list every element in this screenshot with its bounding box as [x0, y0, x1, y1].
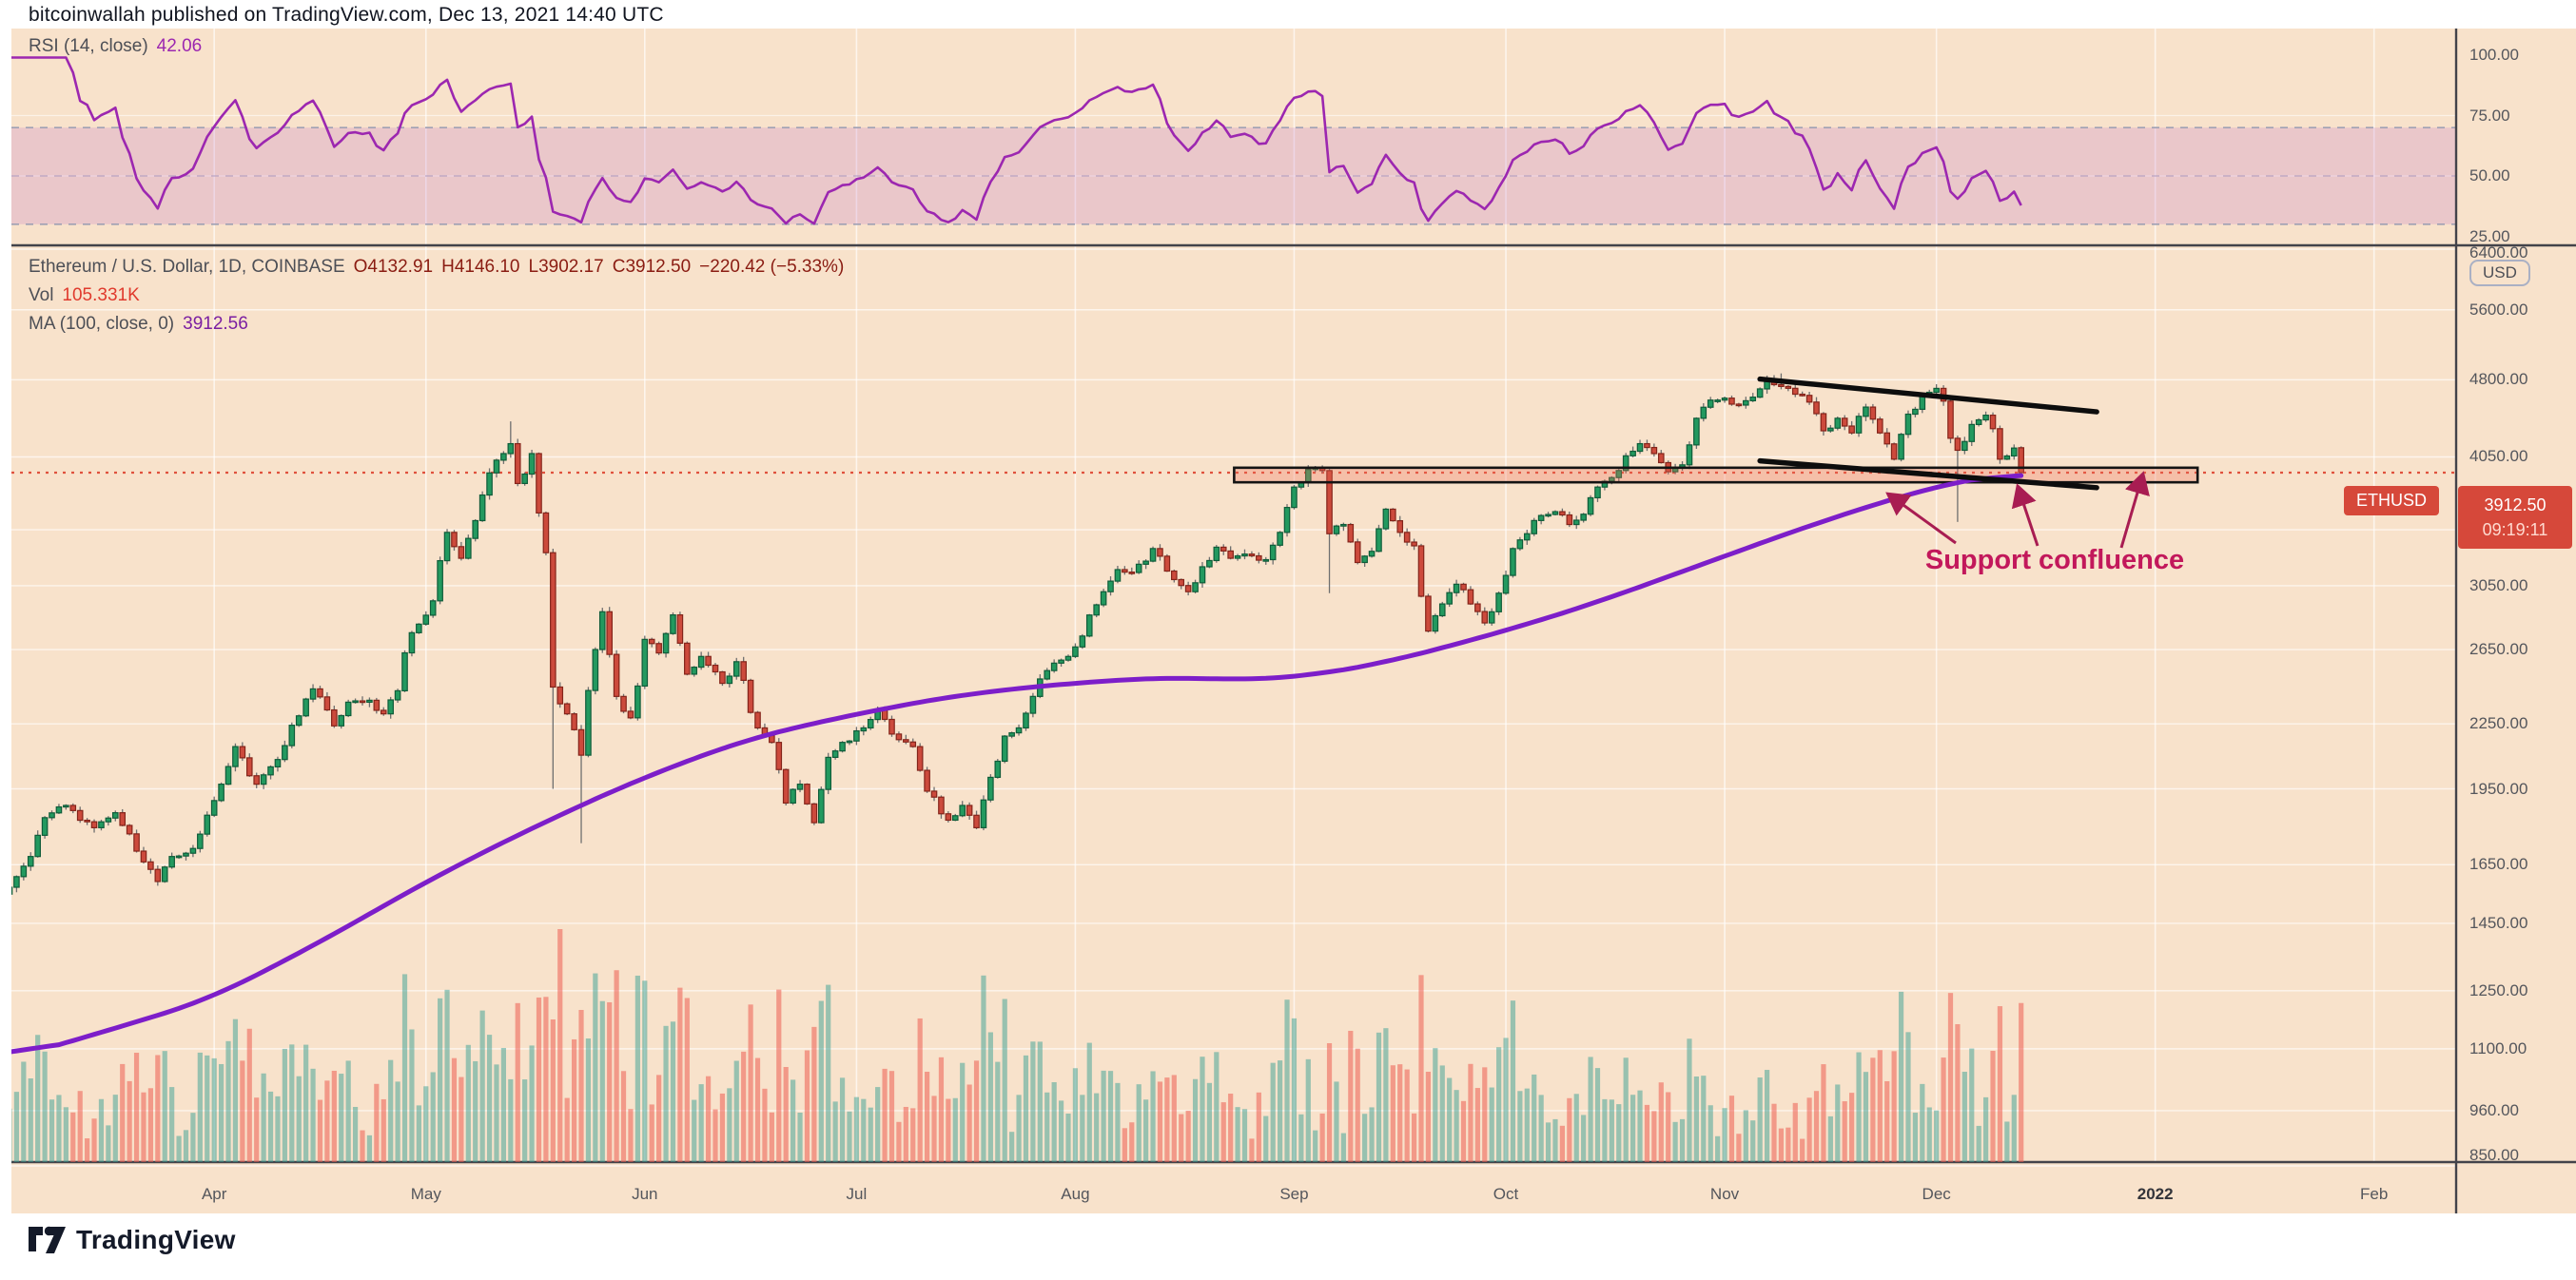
price-axis-label: 960.00	[2469, 1100, 2519, 1119]
time-axis-label-nov: Nov	[1709, 1185, 1740, 1203]
last-price: 3912.50	[2484, 495, 2547, 514]
time-axis-label-jun: Jun	[632, 1185, 658, 1203]
ma-value: 3912.56	[183, 314, 248, 334]
bar-countdown: 09:19:11	[2482, 519, 2548, 539]
rsi-label: RSI (14, close)	[29, 36, 148, 56]
price-axis-label: 3050.00	[2469, 575, 2528, 594]
price-axis-label: 6400.00	[2469, 243, 2528, 262]
volume-label: Vol	[29, 285, 54, 305]
gridlines	[11, 29, 2456, 1167]
time-axis-label-sep: Sep	[1279, 1185, 1309, 1203]
rsi-axis-label: 100.00	[2469, 46, 2519, 64]
time-axis-label-feb: Feb	[2360, 1185, 2389, 1203]
price-axis-label: 1650.00	[2469, 855, 2528, 874]
rsi-pane	[11, 56, 2456, 225]
price-axis-label: 4050.00	[2469, 447, 2528, 466]
price-axis-label: 850.00	[2469, 1146, 2519, 1164]
time-axis[interactable]: Apr May Jun Jul Aug Sep Oct Nov Dec 2022 Feb	[11, 1173, 2456, 1213]
volume-legend: Vol 105.331K	[29, 285, 140, 306]
time-axis-label-apr: Apr	[201, 1185, 227, 1203]
rsi-line	[11, 56, 2022, 225]
ohlc-close: C3912.50	[612, 257, 692, 277]
wedge-upper-trendline[interactable]	[1757, 376, 2099, 415]
time-axis-label-dec: Dec	[1922, 1185, 1951, 1203]
time-axis-label-oct: Oct	[1493, 1185, 1519, 1203]
ohlc-high: H4146.10	[441, 257, 520, 277]
page-title: bitcoinwallah published on TradingView.c…	[29, 4, 664, 26]
price-axis-label: 1450.00	[2469, 913, 2528, 932]
price-axis-label: 4800.00	[2469, 370, 2528, 389]
time-axis-label-2022: 2022	[2137, 1185, 2174, 1203]
tradingview-logo[interactable]: TradingView	[29, 1225, 236, 1255]
time-axis-label-jul: Jul	[846, 1185, 868, 1203]
ohlc-low: L3902.17	[528, 257, 604, 277]
price-axis-label: 1250.00	[2469, 980, 2528, 999]
support-confluence-annotation: Support confluence	[1924, 545, 2185, 575]
price-axis-label: 1950.00	[2469, 779, 2528, 798]
ma-100-line	[11, 473, 2024, 1055]
time-axis-label-aug: Aug	[1061, 1185, 1090, 1203]
volume-value: 105.331K	[62, 285, 140, 305]
ma-legend: MA (100, close, 0) 3912.56	[29, 314, 248, 335]
price-axis-label: 5600.00	[2469, 300, 2528, 319]
symbol-legend: Ethereum / U.S. Dollar, 1D, COINBASE O41…	[29, 257, 844, 278]
chart-canvas[interactable]	[11, 29, 2576, 1213]
currency-badge: USD	[2469, 260, 2530, 286]
ohlc-open: O4132.91	[353, 257, 434, 277]
volume-bars	[11, 929, 2024, 1162]
support-zone-rect[interactable]	[1233, 466, 2199, 484]
last-price-badge: 3912.50 09:19:11	[2458, 485, 2572, 549]
tradingview-logo-icon	[29, 1226, 66, 1253]
time-axis-label-may: May	[410, 1185, 441, 1203]
tradingview-logo-text: TradingView	[76, 1225, 236, 1254]
price-axis-label: 2650.00	[2469, 640, 2528, 659]
rsi-axis-label: 75.00	[2469, 106, 2510, 125]
ma-label: MA (100, close, 0)	[29, 314, 175, 334]
rsi-axis-label: 50.00	[2469, 166, 2510, 184]
ethusd-price-line-label: ETHUSD	[2344, 485, 2439, 515]
annotation-arrows	[1885, 471, 2150, 549]
symbol-name: Ethereum / U.S. Dollar, 1D, COINBASE	[29, 257, 345, 277]
candlestick-series	[11, 373, 2025, 895]
price-axis[interactable]: 100.00 75.00 50.00 25.00 6400.00 5600.00 4800.…	[2456, 29, 2576, 1213]
price-axis-label: 1100.00	[2469, 1038, 2527, 1057]
rsi-axis-label: 25.00	[2469, 226, 2510, 245]
price-axis-label: 2250.00	[2469, 714, 2528, 733]
chart-area[interactable]: RSI (14, close) 42.06 Ethereum / U.S. Do…	[11, 29, 2576, 1213]
rsi-legend: RSI (14, close) 42.06	[29, 36, 202, 57]
rsi-value: 42.06	[156, 36, 203, 56]
wedge-lower-trendline[interactable]	[1757, 457, 2099, 491]
ohlc-change: −220.42 (−5.33%)	[699, 257, 845, 277]
